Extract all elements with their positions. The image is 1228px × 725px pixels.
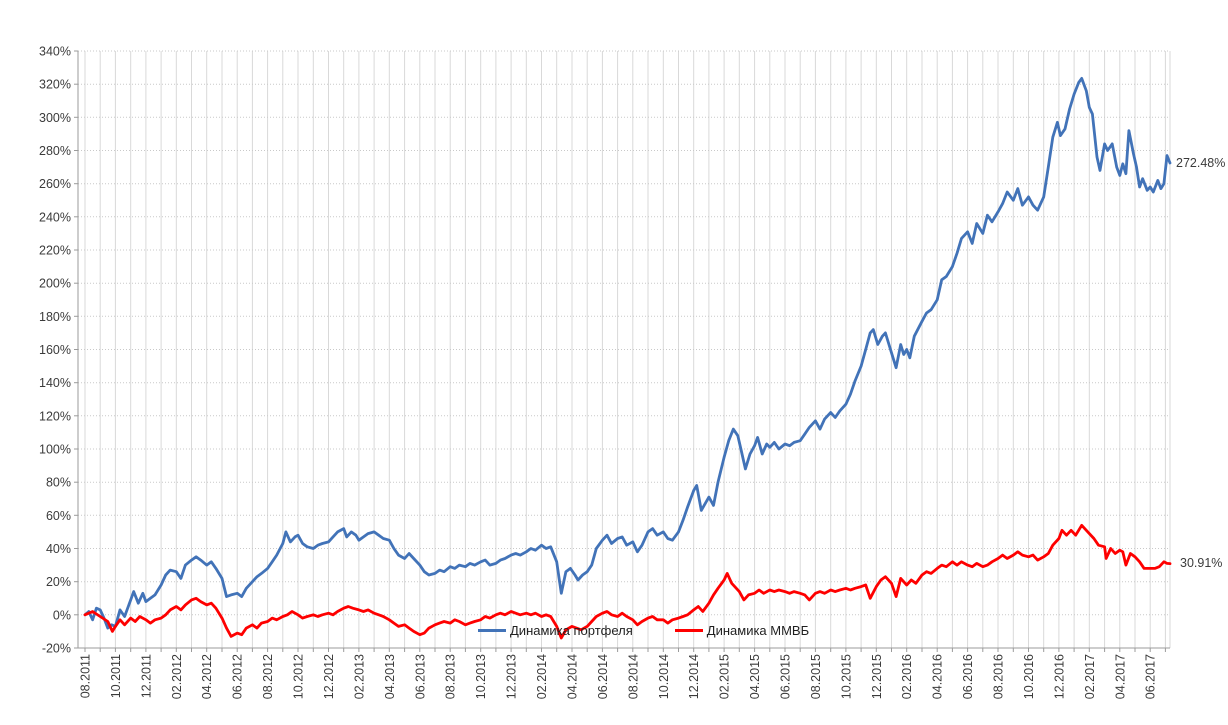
svg-text:02.2016: 02.2016 [900,654,914,699]
svg-text:80%: 80% [46,476,71,490]
svg-text:120%: 120% [39,409,71,423]
svg-text:06.2015: 06.2015 [779,654,793,699]
svg-text:08.2014: 08.2014 [626,654,640,699]
svg-text:220%: 220% [39,244,71,258]
svg-text:12.2011: 12.2011 [139,654,153,698]
svg-text:10.2015: 10.2015 [839,654,853,699]
svg-text:0%: 0% [53,608,71,622]
svg-text:06.2012: 06.2012 [231,654,245,699]
portfolio-end-value-label: 272.48% [1176,156,1226,170]
svg-text:06.2014: 06.2014 [596,654,610,699]
legend-item-micex: Динамика ММВБ [674,623,810,638]
svg-text:12.2016: 12.2016 [1052,654,1066,699]
svg-text:02.2017: 02.2017 [1083,654,1097,699]
legend-label-micex: Динамика ММВБ [706,623,810,638]
micex-end-value-label: 30.91% [1180,556,1223,570]
svg-text:140%: 140% [39,376,71,390]
svg-text:04.2017: 04.2017 [1113,654,1127,699]
svg-text:240%: 240% [39,210,71,224]
svg-text:320%: 320% [39,78,71,92]
svg-text:04.2013: 04.2013 [383,654,397,699]
svg-text:-20%: -20% [42,642,71,656]
svg-text:06.2017: 06.2017 [1144,654,1158,699]
svg-text:10.2012: 10.2012 [292,654,306,699]
svg-text:300%: 300% [39,111,71,125]
svg-text:160%: 160% [39,343,71,357]
svg-text:12.2015: 12.2015 [870,654,884,699]
svg-text:08.2013: 08.2013 [444,654,458,699]
legend-item-portfolio: Динамика портфеля [478,623,633,638]
svg-text:04.2015: 04.2015 [748,654,762,699]
svg-text:08.2015: 08.2015 [809,654,823,699]
svg-text:10.2016: 10.2016 [1022,654,1036,699]
svg-text:60%: 60% [46,509,71,523]
svg-text:06.2013: 06.2013 [413,654,427,699]
svg-text:200%: 200% [39,277,71,291]
portfolio-line-swatch [478,629,506,632]
micex-line-swatch [674,629,703,632]
legend: Динамика портфеля Динамика ММВБ [478,623,809,638]
svg-text:260%: 260% [39,177,71,191]
legend-label-portfolio: Динамика портфеля [510,623,633,638]
svg-text:02.2012: 02.2012 [170,654,184,699]
svg-text:06.2016: 06.2016 [961,654,975,699]
svg-text:02.2015: 02.2015 [718,654,732,699]
svg-text:40%: 40% [46,542,71,556]
svg-text:180%: 180% [39,310,71,324]
svg-text:20%: 20% [46,575,71,589]
svg-text:08.2011: 08.2011 [79,654,93,698]
svg-text:08.2012: 08.2012 [261,654,275,699]
svg-text:04.2012: 04.2012 [200,654,214,699]
svg-text:02.2013: 02.2013 [352,654,366,699]
svg-text:10.2014: 10.2014 [657,654,671,699]
svg-text:04.2016: 04.2016 [931,654,945,699]
svg-text:100%: 100% [39,443,71,457]
svg-text:12.2013: 12.2013 [505,654,519,699]
svg-text:10.2011: 10.2011 [109,654,123,698]
svg-text:02.2014: 02.2014 [535,654,549,699]
svg-text:10.2013: 10.2013 [474,654,488,699]
svg-text:280%: 280% [39,144,71,158]
svg-text:12.2014: 12.2014 [687,654,701,699]
svg-text:12.2012: 12.2012 [322,654,336,699]
svg-text:08.2016: 08.2016 [992,654,1006,699]
svg-text:340%: 340% [39,45,71,59]
svg-text:04.2014: 04.2014 [566,654,580,699]
